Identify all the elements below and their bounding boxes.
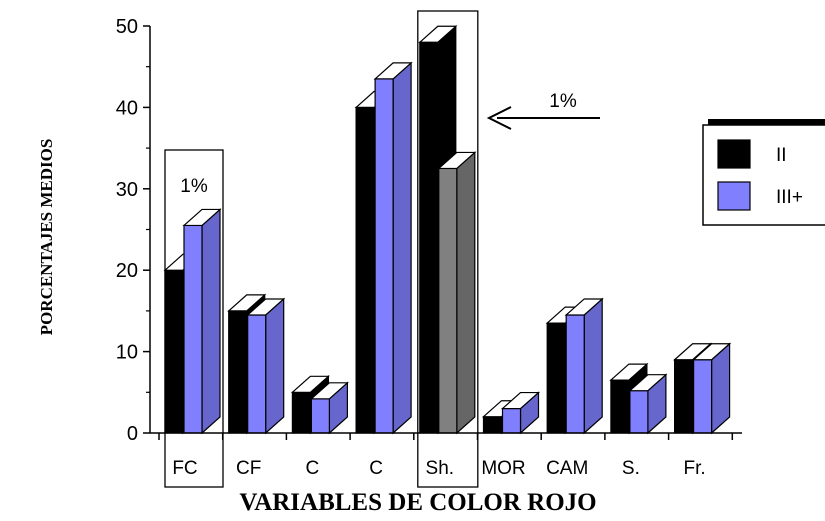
bar-top-face [290, 375, 330, 393]
bar-front-face [629, 390, 649, 434]
bar-front-face [546, 322, 566, 434]
bar-iii-4 [437, 151, 477, 435]
bar-iii-2 [309, 381, 349, 435]
bar-front-face [164, 269, 184, 434]
x-axis-label: VARIABLES DE COLOR ROJO [239, 489, 596, 516]
annotation-label: 1% [549, 91, 577, 112]
category-label: C [306, 458, 320, 479]
bar-iii-0 [182, 208, 222, 435]
bar-front-face [482, 416, 503, 434]
category-label: CAM [546, 458, 588, 479]
y-tick-label: 20 [116, 260, 138, 282]
bar-top-face [609, 363, 649, 381]
bar-front-face [247, 314, 267, 434]
bar-front-face [565, 314, 585, 434]
bar-top-face [673, 343, 713, 361]
annotations: 1% 1% [180, 91, 600, 197]
category-label: Fr. [684, 458, 706, 479]
bar-side-face [392, 61, 412, 435]
y-tick-label: 30 [116, 179, 138, 201]
bar-side-face [456, 151, 476, 435]
bar-front-face [374, 78, 394, 434]
bar-top-face [437, 151, 477, 170]
y-axis-label: PORCENTAJES MEDIOS [37, 139, 56, 336]
bar-top-face [692, 343, 732, 361]
annotation-box [417, 10, 479, 488]
category-label: CF [236, 458, 261, 479]
bar-iii-8 [692, 342, 732, 435]
category-label: MOR [481, 458, 525, 479]
bar-top-face [628, 374, 668, 392]
legend-swatch [717, 139, 751, 169]
bar-iii-1 [246, 297, 286, 435]
bar-front-face [310, 398, 330, 434]
legend-label: II [776, 145, 787, 166]
bars [163, 24, 732, 435]
category-label: C [369, 458, 383, 479]
bar-front-face [355, 106, 375, 434]
bar-iii-6 [564, 297, 604, 435]
annotation-label: 1% [180, 176, 208, 197]
bar-top-face [500, 391, 541, 410]
bar-top-face [373, 62, 413, 80]
category-label: FC [172, 458, 197, 479]
legend: II III+ [702, 119, 825, 226]
bar-iii-7 [628, 373, 668, 435]
bar-side-face [583, 297, 603, 435]
bar-front-face [610, 379, 630, 434]
bar-top-face [227, 294, 267, 312]
bar-front-face [183, 224, 203, 434]
bar-top-face [418, 25, 458, 43]
bar-front-face [228, 310, 248, 434]
annotation-arrowhead [486, 106, 512, 130]
bar-side-face [265, 297, 285, 435]
y-tick-label: 40 [116, 97, 138, 119]
y-tick-label: 10 [116, 342, 138, 364]
y-tick-label: 50 [116, 16, 138, 38]
legend-swatch [717, 181, 751, 211]
x-categories: FC CF C C Sh. MOR CAM S. Fr. [158, 433, 734, 479]
category-label: Sh. [426, 458, 455, 479]
bar-top-face [246, 298, 286, 316]
bar-top-face [182, 208, 222, 227]
bar-front-face [501, 407, 522, 434]
bar-front-face [438, 167, 458, 434]
bar-top-face [309, 382, 349, 400]
bar-front-face [419, 41, 439, 434]
y-ticks: 0 10 20 30 40 50 [116, 16, 150, 445]
bar-side-face [201, 208, 221, 435]
y-tick-label: 0 [127, 423, 138, 445]
bar-iii-3 [373, 61, 413, 435]
bar-top-face [564, 298, 604, 316]
legend-label: III+ [776, 187, 803, 208]
bar-front-face [291, 391, 311, 434]
bar-iii-5 [500, 391, 541, 435]
category-label: S. [622, 458, 640, 479]
bar-front-face [692, 359, 713, 434]
bar-front-face [673, 359, 694, 434]
